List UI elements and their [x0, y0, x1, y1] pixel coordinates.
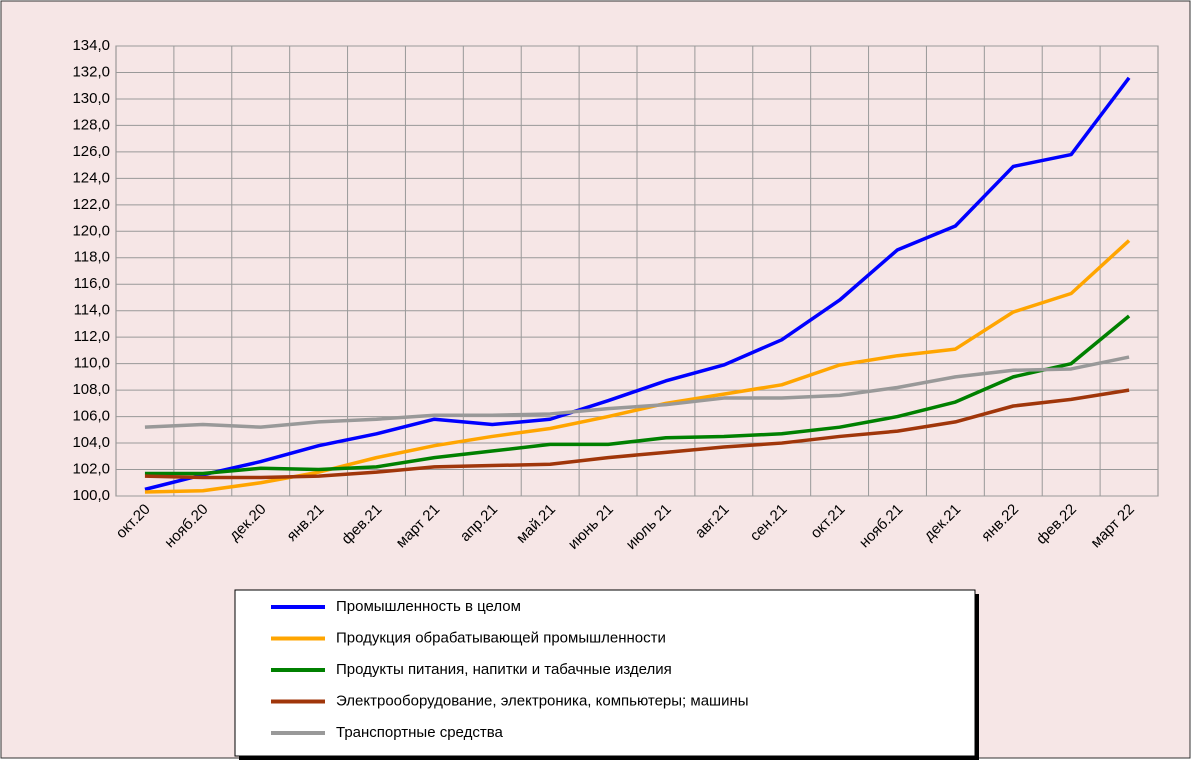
legend-label: Промышленность в целом — [336, 598, 521, 615]
y-tick-label: 114,0 — [74, 302, 110, 319]
y-tick-label: 134,0 — [72, 37, 110, 54]
y-tick-label: 102,0 — [72, 460, 110, 477]
legend-label: Электрооборудование, электроника, компью… — [336, 692, 749, 709]
legend-label: Транспортные средства — [336, 724, 503, 741]
y-tick-label: 110,0 — [74, 355, 110, 372]
y-tick-label: 104,0 — [72, 434, 110, 451]
y-tick-label: 128,0 — [72, 116, 110, 133]
y-tick-label: 100,0 — [72, 487, 110, 504]
legend-label: Продукты питания, напитки и табачные изд… — [336, 661, 672, 678]
series-line — [144, 314, 1131, 476]
legend-label: Продукция обрабатывающей промышленности — [336, 629, 666, 646]
y-tick-label: 118,0 — [74, 249, 110, 266]
y-tick-label: 120,0 — [72, 222, 110, 239]
y-tick-label: 112,0 — [74, 328, 110, 345]
y-tick-label: 126,0 — [72, 143, 110, 160]
y-tick-label: 106,0 — [72, 408, 110, 425]
y-tick-label: 116,0 — [74, 275, 110, 292]
y-tick-label: 122,0 — [72, 196, 110, 213]
y-tick-label: 130,0 — [72, 90, 110, 107]
series-line — [144, 76, 1131, 492]
series-line — [144, 239, 1131, 494]
y-tick-label: 132,0 — [72, 63, 110, 80]
legend-box — [234, 589, 976, 757]
series-line — [144, 388, 1130, 480]
y-tick-label: 124,0 — [72, 169, 110, 186]
series-line — [144, 355, 1130, 429]
y-tick-label: 108,0 — [72, 381, 110, 398]
